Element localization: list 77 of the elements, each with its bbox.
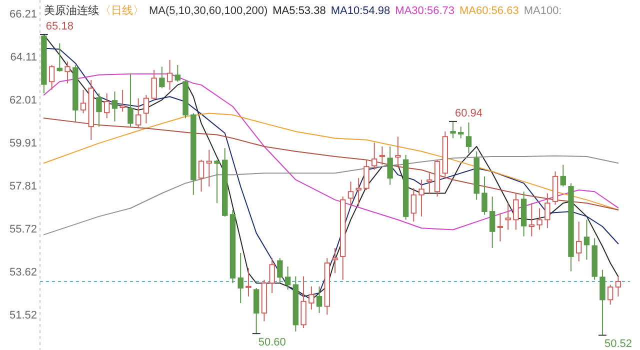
candlestick xyxy=(308,286,314,310)
text: MA5:53.38 xyxy=(272,5,326,17)
candlestick xyxy=(576,221,582,262)
candlestick xyxy=(505,202,511,230)
candlestick xyxy=(316,286,322,314)
text: MA100: xyxy=(524,5,562,17)
candlestick xyxy=(284,266,291,290)
candlestick xyxy=(277,258,283,284)
candlestick xyxy=(253,288,260,334)
candlestick xyxy=(348,181,354,207)
candlestick xyxy=(120,89,126,112)
candlestick xyxy=(513,192,519,230)
candlestick xyxy=(214,159,220,204)
y-tick-label: 53.62 xyxy=(9,266,37,279)
candlestick xyxy=(166,59,173,90)
candlestick xyxy=(300,276,306,329)
candlestick xyxy=(482,176,488,216)
candlestick xyxy=(426,172,432,194)
candlestick xyxy=(379,146,386,166)
text: MA30:56.73 xyxy=(395,5,454,17)
candlestick xyxy=(48,64,55,90)
candlestick xyxy=(466,122,472,154)
candlestick xyxy=(135,98,142,129)
candlestick xyxy=(246,268,252,297)
candlestick xyxy=(560,164,566,187)
annotation: 65.18 xyxy=(46,20,74,32)
candlestick xyxy=(96,92,102,128)
text: MA10:54.98 xyxy=(330,5,390,17)
candlestick xyxy=(356,178,362,207)
annotation: 60.94 xyxy=(455,107,483,120)
candlestick xyxy=(489,196,496,249)
y-tick-label: 51.52 xyxy=(9,310,37,322)
candlestick xyxy=(607,284,614,306)
line-series xyxy=(43,155,619,236)
candlestick xyxy=(615,276,622,297)
candlestick xyxy=(450,120,456,139)
candlestick xyxy=(238,252,244,304)
candlestick xyxy=(600,269,606,336)
y-tick-label: 62.01 xyxy=(9,94,37,106)
candlestick xyxy=(80,89,86,114)
candlestick xyxy=(269,258,275,294)
y-tick-label: 59.91 xyxy=(9,138,37,150)
line-series xyxy=(43,73,619,230)
candlestick xyxy=(387,146,393,186)
candlestick xyxy=(206,149,212,187)
candlestick xyxy=(104,92,110,119)
candlestick xyxy=(497,212,504,242)
candlestick xyxy=(143,94,150,124)
y-tick-label: 57.81 xyxy=(9,180,37,193)
candlestick xyxy=(371,142,378,170)
annotation: MA(5,10,30,60,100,200) xyxy=(149,5,268,17)
candlestick xyxy=(528,202,535,237)
candlestick xyxy=(198,159,204,192)
y-tick-label: 64.11 xyxy=(10,51,37,64)
candlestick xyxy=(128,73,134,128)
candlestick xyxy=(159,66,165,89)
candlestick xyxy=(584,219,590,260)
y-tick-label: 55.72 xyxy=(9,224,37,236)
candlestick xyxy=(544,192,550,229)
annotation: 50.52 xyxy=(604,338,632,350)
candlestick xyxy=(174,64,181,82)
candlestick xyxy=(332,248,338,274)
text: MA60:56.63 xyxy=(460,5,519,17)
annotation: 50.60 xyxy=(258,336,286,349)
candlestick xyxy=(364,159,370,190)
candlestick xyxy=(64,61,70,84)
candlestick xyxy=(536,208,542,230)
chart-title: 美原油连续 xyxy=(44,4,99,17)
y-tick-label: 66.21 xyxy=(9,8,37,20)
candlestick xyxy=(151,69,157,100)
candlestick xyxy=(56,42,63,72)
candlestick xyxy=(395,136,401,168)
chart-subtitle: 〈日线〉 xyxy=(100,4,144,17)
candlestick xyxy=(112,91,118,122)
candlestick xyxy=(418,179,424,217)
candlestick xyxy=(458,126,464,139)
candlestick xyxy=(410,188,417,222)
